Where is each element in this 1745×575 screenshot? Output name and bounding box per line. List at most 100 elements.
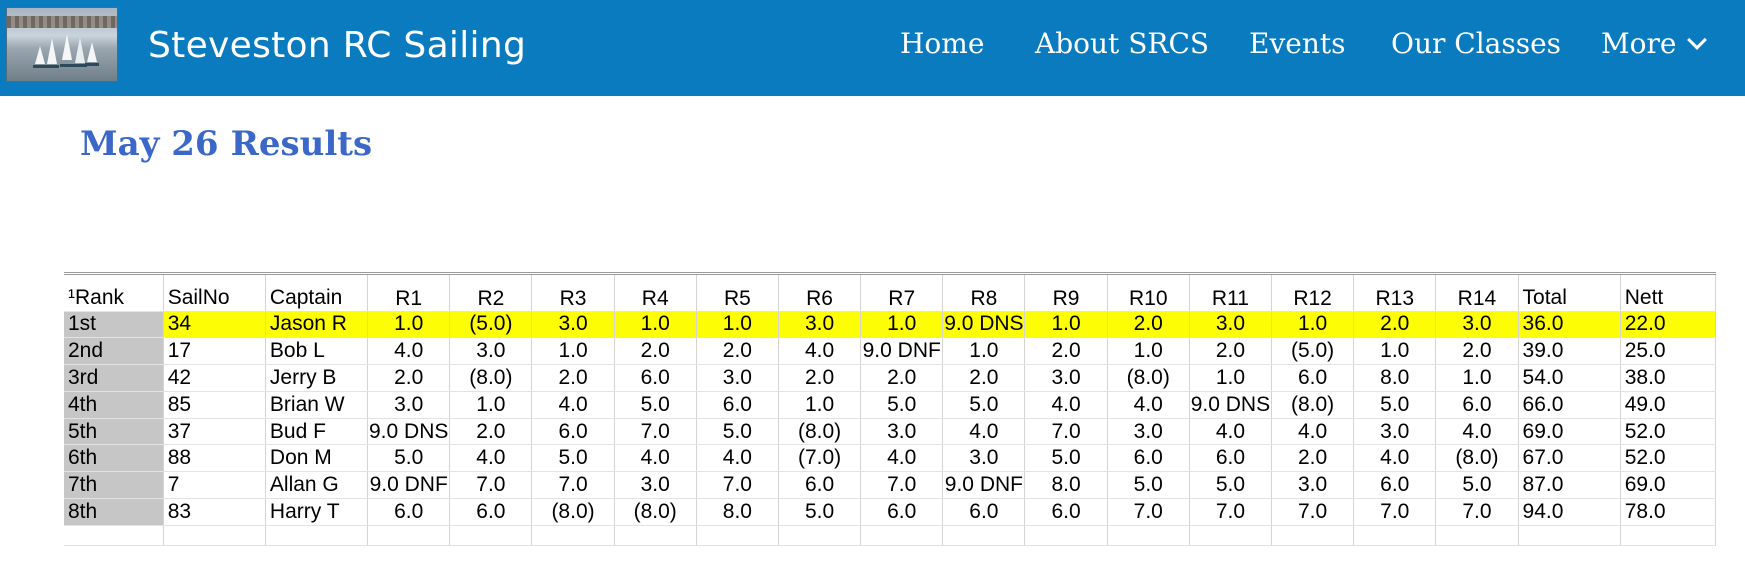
- table-cell: 83: [163, 498, 266, 526]
- table-cell: 4.0: [614, 444, 697, 473]
- site-logo[interactable]: [6, 7, 118, 82]
- table-cell: 1.0: [449, 391, 533, 419]
- table-cell: 6.0: [860, 498, 944, 526]
- page-title-date: May 26: [80, 124, 219, 164]
- table-cell: 5.0: [1353, 391, 1437, 419]
- table-cell: 88: [163, 444, 266, 473]
- column-header: R11: [1189, 275, 1273, 312]
- column-header: R14: [1435, 275, 1519, 312]
- table-cell: 6th: [64, 444, 164, 473]
- table-cell: (8.0): [449, 364, 533, 392]
- table-cell: 1.0: [1353, 337, 1437, 366]
- table-cell: (5.0): [449, 311, 533, 339]
- table-cell: Brian W: [265, 391, 369, 419]
- column-header: Total: [1518, 275, 1621, 312]
- table-cell-empty: [449, 525, 533, 546]
- column-header: R4: [614, 275, 697, 312]
- table-cell: 3.0: [1024, 364, 1108, 392]
- table-cell-empty: [1107, 525, 1190, 546]
- table-cell: 6.0: [1353, 471, 1437, 500]
- table-cell: Jerry B: [265, 364, 369, 392]
- table-cell: 4th: [64, 391, 164, 419]
- table-cell: 3.0: [696, 364, 779, 392]
- table-cell: 9.0 DNS: [1189, 391, 1273, 419]
- table-cell: 5.0: [860, 391, 944, 419]
- column-header: R2: [449, 275, 533, 312]
- table-cell: 6.0: [778, 471, 862, 500]
- table-cell: 1st: [64, 311, 164, 339]
- table-cell-empty: [614, 525, 697, 546]
- table-cell: 5.0: [778, 498, 862, 526]
- page-title: May 26 Results: [80, 120, 372, 168]
- table-cell: 7.0: [614, 418, 697, 446]
- table-cell: 2.0: [1107, 311, 1190, 339]
- table-cell: 37: [163, 418, 266, 446]
- table-cell: 3.0: [778, 311, 862, 339]
- table-cell: 6.0: [614, 364, 697, 392]
- table-cell-empty: [942, 525, 1026, 546]
- table-cell: 6.0: [1189, 444, 1273, 473]
- column-header: R7: [860, 275, 944, 312]
- site-title[interactable]: Steveston RC Sailing: [148, 25, 527, 66]
- table-cell: 3.0: [531, 311, 615, 339]
- table-cell-empty: [1024, 525, 1108, 546]
- table-cell: 9.0 DNF: [942, 471, 1026, 500]
- table-cell: Jason R: [265, 311, 369, 339]
- table-cell: 4.0: [1024, 391, 1108, 419]
- table-cell: 2nd: [64, 337, 164, 366]
- table-row: 3rd 42 Jerry B 2.0 (8.0) 2.0 6.0 3.0 2.0 2.0 2.0 3.…: [64, 364, 1717, 392]
- table-cell-empty: [860, 525, 944, 546]
- table-row: 8th 83 Harry T 6.0 6.0 (8.0) (8.0) 8.0 5.0 6.0 6.0…: [64, 498, 1717, 526]
- table-cell: 1.0: [1435, 364, 1519, 392]
- nav-events[interactable]: Events: [1249, 27, 1346, 60]
- table-cell-empty: [1518, 525, 1621, 546]
- column-header: Captain: [265, 275, 369, 312]
- table-cell: 3.0: [1189, 311, 1273, 339]
- table-cell-empty: [64, 525, 164, 546]
- nav-more[interactable]: More: [1601, 22, 1708, 66]
- table-cell: 3.0: [367, 391, 451, 419]
- table-cell: 3rd: [64, 364, 164, 392]
- table-cell: 69.0: [1620, 471, 1717, 500]
- table-cell: 1.0: [1271, 311, 1355, 339]
- nav-home[interactable]: Home: [900, 27, 985, 60]
- table-cell: 94.0: [1518, 498, 1621, 526]
- table-row: 2nd 17 Bob L 4.0 3.0 1.0 2.0 2.0 4.0 9.0 DNF 1.0 2.…: [64, 337, 1717, 366]
- table-cell: 6.0: [449, 498, 533, 526]
- table-cell: 4.0: [860, 444, 944, 473]
- table-cell: 4.0: [942, 418, 1026, 446]
- column-header: R10: [1107, 275, 1190, 312]
- nav-about-srcs[interactable]: About SRCS: [1035, 27, 1210, 60]
- column-header: R13: [1353, 275, 1437, 312]
- table-cell: 4.0: [367, 337, 451, 366]
- results-table-image: ¹Rank SailNo Captain R1 R2 R3 R4 R5 R6 R7 R8 R9 R10 R…: [64, 272, 1717, 546]
- table-cell: 1.0: [1107, 337, 1190, 366]
- table-cell-empty: [163, 525, 266, 546]
- table-cell: 4.0: [449, 444, 533, 473]
- table-cell: 3.0: [614, 471, 697, 500]
- table-cell: 2.0: [1353, 311, 1437, 339]
- table-cell: 3.0: [1271, 471, 1355, 500]
- column-header: SailNo: [163, 275, 266, 312]
- table-cell: 4.0: [531, 391, 615, 419]
- table-cell: 7.0: [1271, 498, 1355, 526]
- table-cell: 22.0: [1620, 311, 1717, 339]
- table-cell: (5.0): [1271, 337, 1355, 366]
- site-header: Steveston RC Sailing Home About SRCS Eve…: [0, 0, 1745, 96]
- table-cell: 8.0: [1353, 364, 1437, 392]
- table-cell: 7.0: [1189, 498, 1273, 526]
- table-cell: 42: [163, 364, 266, 392]
- chevron-down-icon: [1687, 30, 1708, 50]
- table-cell: 1.0: [1189, 364, 1273, 392]
- table-cell: 6.0: [942, 498, 1026, 526]
- table-cell: 7.0: [1107, 498, 1190, 526]
- column-header: R6: [778, 275, 862, 312]
- table-cell: 6.0: [367, 498, 451, 526]
- column-header: R5: [696, 275, 779, 312]
- table-empty-row: [64, 525, 1717, 546]
- nav-our-classes[interactable]: Our Classes: [1391, 27, 1562, 60]
- table-cell: 5.0: [1024, 444, 1108, 473]
- table-row: 7th 7 Allan G 9.0 DNF 7.0 7.0 3.0 7.0 6.0 7.0 9.0 …: [64, 471, 1717, 500]
- table-cell: 2.0: [696, 337, 779, 366]
- table-cell: 39.0: [1518, 337, 1621, 366]
